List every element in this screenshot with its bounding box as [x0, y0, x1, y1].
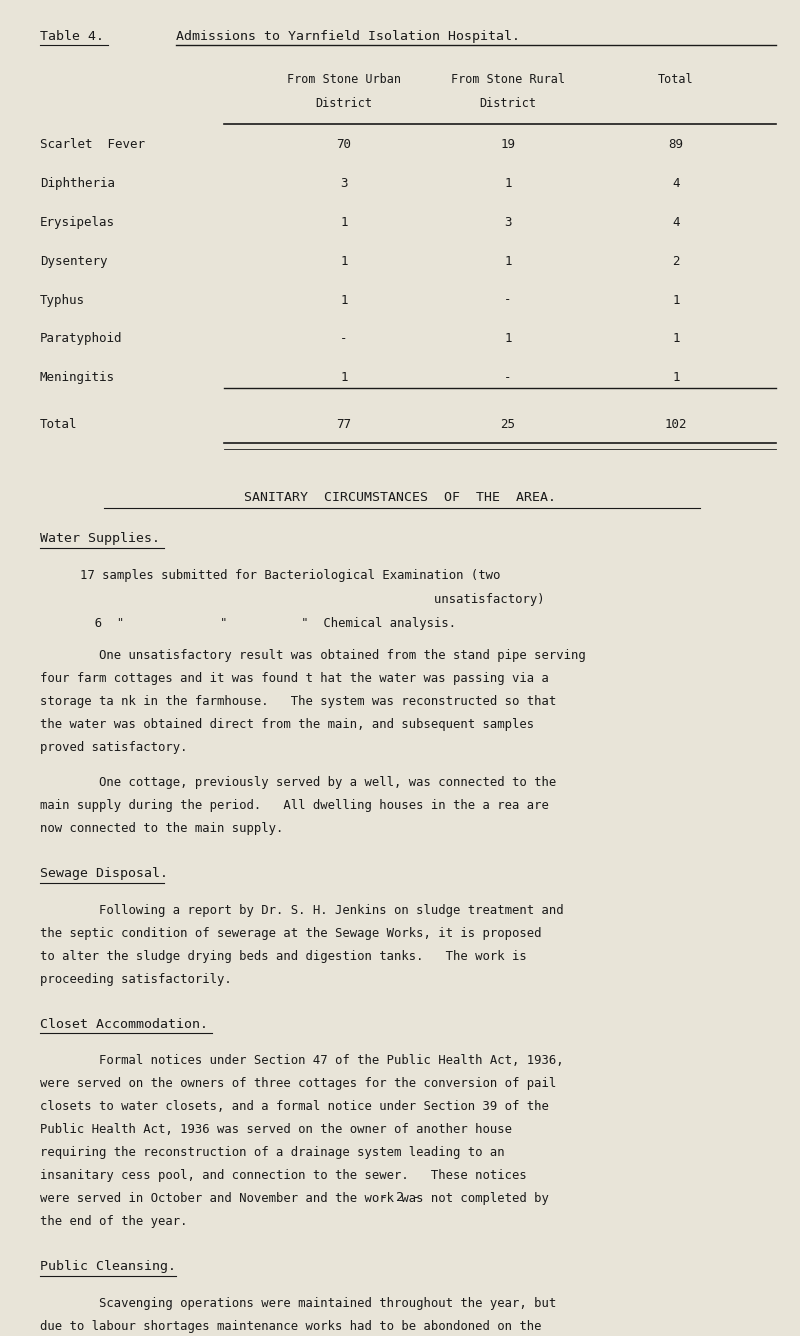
Text: were served on the owners of three cottages for the conversion of pail: were served on the owners of three cotta… — [40, 1077, 556, 1090]
Text: Scavenging operations were maintained throughout the year, but: Scavenging operations were maintained th… — [40, 1297, 556, 1309]
Text: 1: 1 — [340, 216, 348, 228]
Text: 3: 3 — [504, 216, 512, 228]
Text: 1: 1 — [340, 294, 348, 306]
Text: Diphtheria: Diphtheria — [40, 178, 115, 190]
Text: Closet Accommodation.: Closet Accommodation. — [40, 1018, 208, 1030]
Text: One unsatisfactory result was obtained from the stand pipe serving: One unsatisfactory result was obtained f… — [40, 649, 586, 661]
Text: One cottage, previously served by a well, was connected to the: One cottage, previously served by a well… — [40, 776, 556, 790]
Text: 3: 3 — [340, 178, 348, 190]
Text: requiring the reconstruction of a drainage system leading to an: requiring the reconstruction of a draina… — [40, 1146, 505, 1160]
Text: 6  "             "          "  Chemical analysis.: 6 " " " Chemical analysis. — [80, 617, 456, 631]
Text: now connected to the main supply.: now connected to the main supply. — [40, 823, 283, 835]
Text: 25: 25 — [501, 418, 515, 432]
Text: 1: 1 — [340, 255, 348, 267]
Text: Table 4.: Table 4. — [40, 31, 104, 43]
Text: 4: 4 — [672, 178, 680, 190]
Text: 4: 4 — [672, 216, 680, 228]
Text: From Stone Urban: From Stone Urban — [287, 72, 401, 86]
Text: insanitary cess pool, and connection to the sewer.   These notices: insanitary cess pool, and connection to … — [40, 1169, 526, 1182]
Text: -: - — [504, 294, 512, 306]
Text: to alter the sludge drying beds and digestion tanks.   The work is: to alter the sludge drying beds and dige… — [40, 950, 526, 963]
Text: Dysentery: Dysentery — [40, 255, 107, 267]
Text: Water Supplies.: Water Supplies. — [40, 533, 160, 545]
Text: were served in October and November and the work was not completed by: were served in October and November and … — [40, 1192, 549, 1205]
Text: Public Cleansing.: Public Cleansing. — [40, 1260, 176, 1273]
Text: 102: 102 — [665, 418, 687, 432]
Text: -: - — [340, 333, 348, 345]
Text: Erysipelas: Erysipelas — [40, 216, 115, 228]
Text: 1: 1 — [672, 294, 680, 306]
Text: Scarlet  Fever: Scarlet Fever — [40, 138, 145, 151]
Text: Formal notices under Section 47 of the Public Health Act, 1936,: Formal notices under Section 47 of the P… — [40, 1054, 564, 1067]
Text: Total: Total — [40, 418, 78, 432]
Text: due to labour shortages maintenance works had to be abondoned on the: due to labour shortages maintenance work… — [40, 1320, 542, 1333]
Text: Public Health Act, 1936 was served on the owner of another house: Public Health Act, 1936 was served on th… — [40, 1124, 512, 1136]
Text: 1: 1 — [504, 255, 512, 267]
Text: 2: 2 — [672, 255, 680, 267]
Text: District: District — [479, 98, 537, 110]
Text: four farm cottages and it was found t hat the water was passing via a: four farm cottages and it was found t ha… — [40, 672, 549, 685]
Text: 89: 89 — [669, 138, 683, 151]
Text: Paratyphoid: Paratyphoid — [40, 333, 122, 345]
Text: 1: 1 — [672, 333, 680, 345]
Text: District: District — [315, 98, 373, 110]
Text: Meningitis: Meningitis — [40, 371, 115, 385]
Text: storage ta nk in the farmhouse.   The system was reconstructed so that: storage ta nk in the farmhouse. The syst… — [40, 695, 556, 708]
Text: closets to water closets, and a formal notice under Section 39 of the: closets to water closets, and a formal n… — [40, 1100, 549, 1113]
Text: - 2 -: - 2 - — [380, 1192, 420, 1204]
Text: 19: 19 — [501, 138, 515, 151]
Text: proved satisfactory.: proved satisfactory. — [40, 741, 187, 754]
Text: Admissions to Yarnfield Isolation Hospital.: Admissions to Yarnfield Isolation Hospit… — [176, 31, 520, 43]
Text: the water was obtained direct from the main, and subsequent samples: the water was obtained direct from the m… — [40, 717, 534, 731]
Text: the end of the year.: the end of the year. — [40, 1216, 187, 1228]
Text: main supply during the period.   All dwelling houses in the a rea are: main supply during the period. All dwell… — [40, 799, 549, 812]
Text: Total: Total — [658, 72, 694, 86]
Text: 1: 1 — [672, 371, 680, 385]
Text: 1: 1 — [504, 333, 512, 345]
Text: 70: 70 — [337, 138, 351, 151]
Text: Following a report by Dr. S. H. Jenkins on sludge treatment and: Following a report by Dr. S. H. Jenkins … — [40, 903, 564, 916]
Text: Typhus: Typhus — [40, 294, 85, 306]
Text: 1: 1 — [504, 178, 512, 190]
Text: unsatisfactory): unsatisfactory) — [80, 593, 545, 607]
Text: 1: 1 — [340, 371, 348, 385]
Text: proceeding satisfactorily.: proceeding satisfactorily. — [40, 973, 232, 986]
Text: 17 samples submitted for Bacteriological Examination (two: 17 samples submitted for Bacteriological… — [80, 569, 500, 582]
Text: -: - — [504, 371, 512, 385]
Text: From Stone Rural: From Stone Rural — [451, 72, 565, 86]
Text: 77: 77 — [337, 418, 351, 432]
Text: the septic condition of sewerage at the Sewage Works, it is proposed: the septic condition of sewerage at the … — [40, 927, 542, 939]
Text: SANITARY  CIRCUMSTANCES  OF  THE  AREA.: SANITARY CIRCUMSTANCES OF THE AREA. — [244, 492, 556, 504]
Text: Sewage Disposal.: Sewage Disposal. — [40, 867, 168, 880]
